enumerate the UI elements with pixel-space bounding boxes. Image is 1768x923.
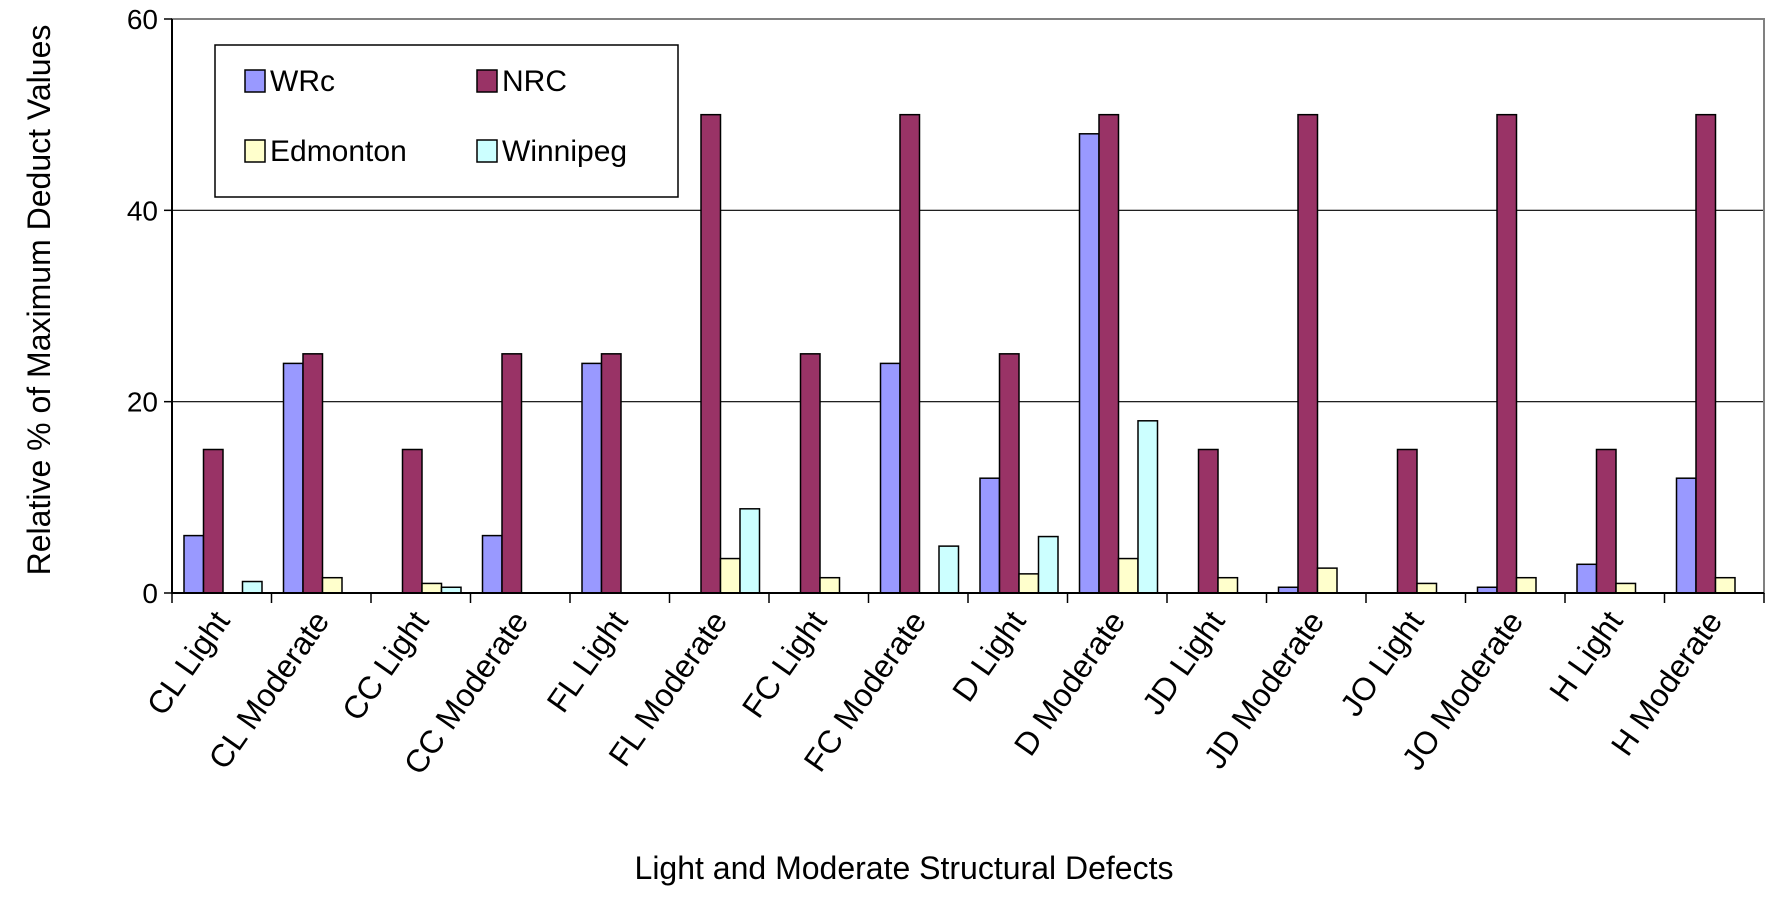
bars bbox=[183, 113, 1736, 594]
x-tick-label: CC Light bbox=[335, 604, 436, 727]
bar-wrc-fc-moderate bbox=[879, 362, 901, 594]
bar-edmonton-h-moderate bbox=[1714, 576, 1736, 594]
bar-edmonton-fc-light bbox=[819, 576, 841, 594]
bar-wrc-cc-moderate bbox=[481, 534, 503, 594]
gridlines bbox=[172, 209, 1764, 403]
bar-nrc-d-moderate bbox=[1098, 113, 1120, 594]
x-tick-label: FL Light bbox=[540, 604, 635, 718]
legend-swatch-winnipeg bbox=[476, 139, 498, 163]
bar-winnipeg-d-moderate bbox=[1137, 420, 1159, 594]
bar-nrc-jd-moderate bbox=[1297, 113, 1319, 594]
bar-edmonton-cl-moderate bbox=[321, 576, 343, 594]
bar-edmonton-jo-light bbox=[1416, 582, 1438, 594]
bar-nrc-jo-light bbox=[1396, 448, 1418, 594]
bar-nrc-jd-light bbox=[1197, 448, 1219, 594]
bar-nrc-jo-moderate bbox=[1496, 113, 1518, 594]
bar-edmonton-d-light bbox=[1018, 573, 1040, 594]
bar-wrc-d-moderate bbox=[1078, 133, 1100, 594]
legend-label-nrc: NRC bbox=[502, 65, 567, 98]
bar-winnipeg-d-light bbox=[1037, 535, 1059, 594]
bar-nrc-h-moderate bbox=[1695, 113, 1717, 594]
bar-edmonton-jd-moderate bbox=[1316, 567, 1338, 594]
y-axis-title: Relative % of Maximum Deduct Values bbox=[21, 25, 57, 576]
bar-edmonton-jd-light bbox=[1217, 576, 1239, 594]
x-tick-label: D Light bbox=[945, 604, 1033, 708]
x-tick-label: CL Light bbox=[140, 604, 237, 721]
bar-winnipeg-fc-moderate bbox=[938, 545, 960, 594]
y-tick-label: 0 bbox=[142, 578, 158, 609]
bar-nrc-fc-moderate bbox=[899, 113, 921, 594]
y-tick-label: 20 bbox=[127, 387, 158, 418]
x-axis-title: Light and Moderate Structural Defects bbox=[635, 850, 1174, 886]
bar-wrc-h-moderate bbox=[1675, 477, 1697, 594]
x-tick-label: JD Light bbox=[1135, 604, 1232, 721]
legend-label-wrc: WRc bbox=[270, 65, 335, 98]
legend-swatch-nrc bbox=[476, 69, 498, 93]
bar-edmonton-h-light bbox=[1615, 582, 1637, 594]
bar-wrc-d-light bbox=[979, 477, 1001, 594]
bar-nrc-fl-light bbox=[600, 353, 622, 594]
bar-nrc-cl-light bbox=[202, 448, 224, 594]
bar-nrc-cl-moderate bbox=[302, 353, 324, 594]
bar-wrc-cl-light bbox=[183, 534, 205, 594]
bar-nrc-fc-light bbox=[799, 353, 821, 594]
bar-edmonton-d-moderate bbox=[1117, 557, 1139, 594]
legend-box bbox=[214, 44, 679, 198]
bar-winnipeg-cl-light bbox=[241, 580, 263, 594]
legend: WRc NRC Edmonton Winnipeg bbox=[214, 44, 679, 198]
x-tick-label: H Light bbox=[1542, 604, 1630, 708]
legend-label-winnipeg: Winnipeg bbox=[502, 135, 627, 168]
legend-label-edmonton: Edmonton bbox=[270, 135, 407, 168]
bar-edmonton-cc-light bbox=[421, 582, 443, 594]
bar-winnipeg-fl-moderate bbox=[739, 508, 761, 594]
bar-nrc-d-light bbox=[998, 353, 1020, 594]
y-tick-label: 40 bbox=[127, 195, 158, 226]
x-tick-label: FC Light bbox=[735, 604, 834, 724]
legend-swatch-wrc bbox=[244, 69, 266, 93]
bar-wrc-fl-light bbox=[581, 362, 603, 594]
bar-edmonton-fl-moderate bbox=[719, 557, 741, 594]
y-tick-label: 60 bbox=[127, 4, 158, 35]
axes bbox=[164, 18, 1765, 603]
bar-nrc-fl-moderate bbox=[700, 113, 722, 594]
bar-nrc-h-light bbox=[1595, 448, 1617, 594]
bar-wrc-h-light bbox=[1576, 563, 1598, 594]
bar-nrc-cc-light bbox=[401, 448, 423, 594]
bar-nrc-cc-moderate bbox=[501, 353, 523, 594]
bar-edmonton-jo-moderate bbox=[1515, 576, 1537, 594]
x-tick-label: JO Light bbox=[1333, 604, 1431, 722]
legend-swatch-edmonton bbox=[244, 139, 266, 163]
bar-wrc-cl-moderate bbox=[282, 362, 304, 594]
